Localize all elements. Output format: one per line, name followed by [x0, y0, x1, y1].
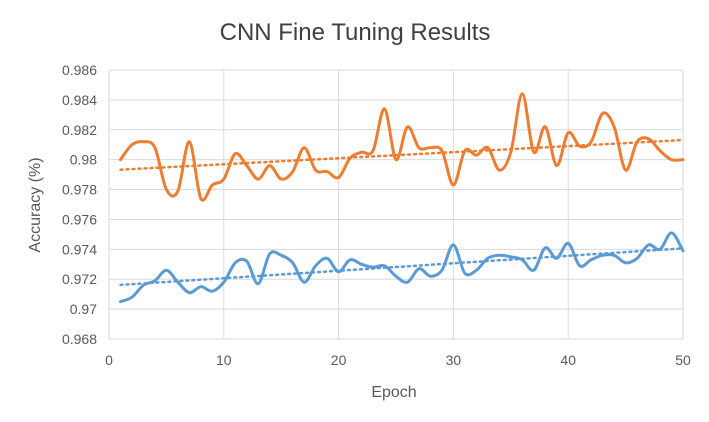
- trendlines: [119, 138, 685, 287]
- y-axis-ticks: 0.968 0.97 0.972 0.974 0.976 0.978 0.98 0.982 0.…: [62, 62, 97, 347]
- x-tick-label: 20: [331, 352, 347, 368]
- y-tick-label: 0.982: [62, 122, 97, 138]
- x-axis-title: Epoch: [371, 384, 416, 401]
- y-tick-label: 0.984: [62, 92, 97, 108]
- y-tick-label: 0.986: [62, 62, 97, 78]
- y-tick-label: 0.97: [70, 301, 97, 317]
- x-tick-label: 40: [560, 352, 576, 368]
- x-tick-label: 50: [675, 352, 691, 368]
- gridlines: [108, 69, 684, 340]
- x-tick-label: 0: [105, 352, 113, 368]
- y-tick-label: 0.978: [62, 182, 97, 198]
- y-tick-label: 0.972: [62, 271, 97, 287]
- y-tick-label: 0.976: [62, 211, 97, 227]
- y-tick-label: 0.968: [62, 331, 97, 347]
- x-tick-label: 10: [216, 352, 232, 368]
- y-tick-label: 0.974: [62, 241, 97, 257]
- y-tick-label: 0.98: [70, 152, 97, 168]
- x-tick-label: 30: [446, 352, 462, 368]
- chart-title: CNN Fine Tuning Results: [220, 19, 491, 46]
- series-lines: [118, 92, 685, 304]
- series-line-2: [118, 231, 685, 304]
- trendline-2: [119, 247, 685, 287]
- y-axis-title: Accuracy (%): [27, 157, 44, 252]
- x-axis-ticks: 0 10 20 30 40 50: [105, 352, 691, 368]
- series-line-1: [118, 92, 685, 202]
